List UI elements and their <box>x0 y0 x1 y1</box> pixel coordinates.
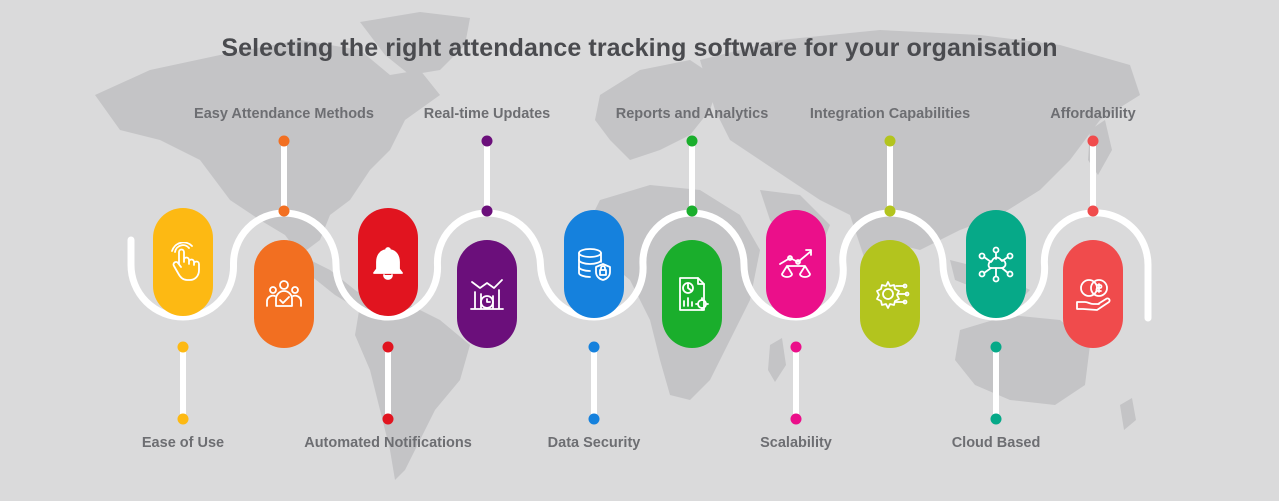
feature-label: Integration Capabilities <box>809 106 971 122</box>
feature-pill-reports-and-analytics <box>662 240 722 348</box>
connector-dot <box>278 135 290 147</box>
connector-dot <box>177 341 189 353</box>
connector-dot <box>1087 205 1099 217</box>
connector-dot <box>884 205 896 217</box>
feature-pill-data-security <box>564 210 624 318</box>
feature-label: Reports and Analytics <box>615 106 769 122</box>
feature-label: Easy Attendance Methods <box>194 106 374 122</box>
hand-coins-icon <box>1076 279 1111 311</box>
connector-dot <box>481 135 493 147</box>
scale-growth-icon <box>779 249 812 278</box>
connector-dot <box>790 413 802 425</box>
feature-pill-real-time-updates <box>457 240 517 348</box>
feature-label: Ease of Use <box>141 435 225 451</box>
report-document-icon <box>679 277 709 311</box>
gear-circuit-icon <box>876 281 910 309</box>
feature-pill-cloud-based <box>966 210 1026 318</box>
feature-pill-ease-of-use <box>153 208 213 316</box>
feature-pill-easy-attendance-methods <box>254 240 314 348</box>
connector-dot <box>481 205 493 217</box>
feature-label: Affordability <box>1050 106 1136 122</box>
feature-label: Data Security <box>547 435 641 451</box>
feature-label: Real-time Updates <box>423 106 551 122</box>
feature-label: Cloud Based <box>951 435 1041 451</box>
connector-dot <box>278 205 290 217</box>
connector-dot <box>1087 135 1099 147</box>
team-check-icon <box>266 280 302 307</box>
feature-pill-integration-capabilities <box>860 240 920 348</box>
page-title: Selecting the right attendance tracking … <box>221 34 1058 62</box>
connector-dot <box>990 413 1002 425</box>
database-shield-icon <box>578 248 611 281</box>
connector-dot <box>588 413 600 425</box>
connector-dot <box>382 413 394 425</box>
feature-pill-scalability <box>766 210 826 318</box>
connector-dot <box>884 135 896 147</box>
connector-dot <box>990 341 1002 353</box>
bell-icon <box>373 247 403 280</box>
connector-dot <box>790 341 802 353</box>
connector-dot <box>382 341 394 353</box>
feature-label: Scalability <box>760 435 832 451</box>
touch-hand-icon <box>171 242 200 281</box>
connector-dot <box>588 341 600 353</box>
connector-dot <box>177 413 189 425</box>
feature-pill-automated-notifications <box>358 208 418 316</box>
cloud-network-icon <box>978 246 1014 283</box>
wave-path <box>127 209 1152 322</box>
chart-clock-icon <box>470 279 504 310</box>
feature-label: Automated Notifications <box>304 435 472 451</box>
connector-dot <box>686 205 698 217</box>
connector-dot <box>686 135 698 147</box>
feature-pill-affordability <box>1063 240 1123 348</box>
